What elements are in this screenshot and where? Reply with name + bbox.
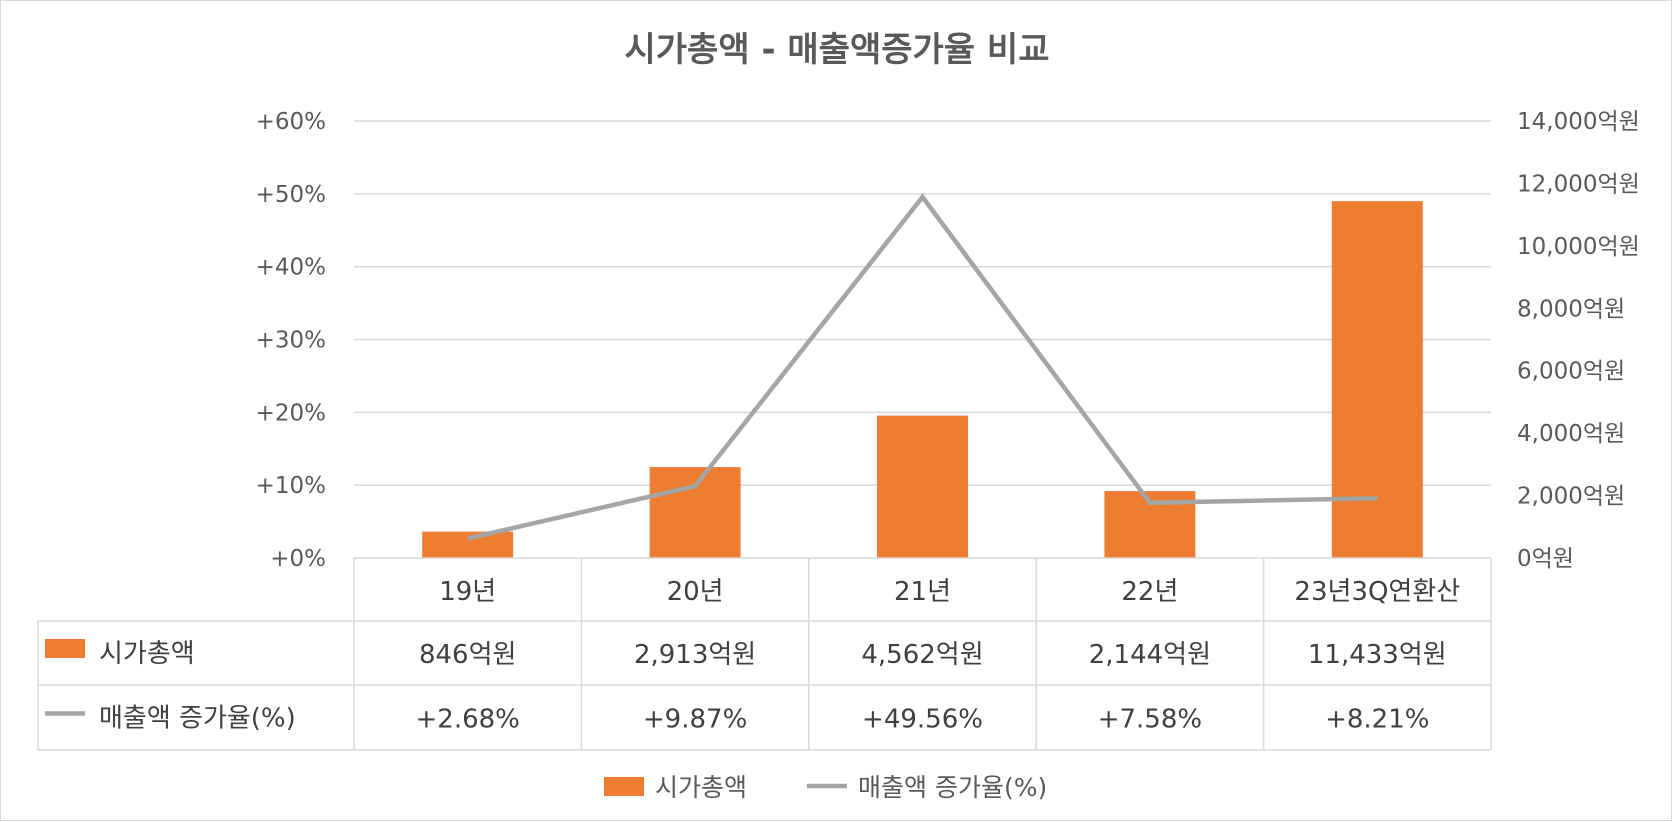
bar-series	[422, 201, 1423, 558]
bar	[877, 416, 968, 558]
right-tick-label: 8,000억원	[1517, 296, 1625, 322]
table-value-cell: 846억원	[419, 640, 516, 670]
bar	[1332, 201, 1423, 558]
category-label: 20년	[667, 577, 724, 607]
table-value-cell: +2.68%	[416, 705, 520, 735]
table-value-cell: 11,433억원	[1308, 640, 1447, 670]
legend-label: 매출액 증가율(%)	[858, 773, 1047, 802]
right-tick-label: 2,000억원	[1517, 484, 1625, 510]
left-tick-label: +30%	[256, 328, 326, 354]
right-tick-label: 10,000억원	[1517, 234, 1640, 260]
table-value-cell: +49.56%	[862, 705, 983, 735]
table-value-cell: +8.21%	[1325, 705, 1429, 735]
category-label: 21년	[894, 577, 951, 607]
right-tick-label: 6,000억원	[1517, 359, 1625, 385]
table-key-bar	[45, 639, 85, 658]
left-tick-label: +20%	[256, 400, 326, 426]
table-value-cell: +7.58%	[1098, 705, 1202, 735]
left-tick-label: +50%	[256, 182, 326, 208]
right-tick-label: 4,000억원	[1517, 421, 1625, 447]
left-tick-label: +40%	[256, 255, 326, 281]
left-tick-label: +60%	[256, 109, 326, 135]
left-tick-label: +0%	[270, 546, 326, 572]
table-value-cell: 2,144억원	[1089, 640, 1211, 670]
category-label: 23년3Q연환산	[1294, 577, 1460, 607]
table-row-label: 매출액 증가율(%)	[99, 704, 296, 734]
table-value-cell: 2,913억원	[634, 640, 756, 670]
table-value-cell: 4,562억원	[861, 640, 983, 670]
legend-label: 시가총액	[655, 773, 747, 802]
legend: 시가총액 매출액 증가율(%)	[604, 773, 1047, 802]
right-tick-label: 0억원	[1517, 546, 1574, 572]
bar	[650, 467, 741, 558]
category-label: 19년	[439, 577, 496, 607]
left-axis: +0% +10% +20% +30% +40% +50% +60%	[256, 109, 326, 572]
table-row-label: 시가총액	[99, 639, 195, 669]
right-axis: 0억원 2,000억원 4,000억원 6,000억원 8,000억원 10,000억원 1…	[1517, 109, 1640, 572]
bar	[422, 532, 513, 558]
right-tick-label: 12,000억원	[1517, 171, 1640, 197]
table-value-cell: +9.87%	[643, 705, 747, 735]
legend-key-bar	[604, 777, 644, 796]
left-tick-label: +10%	[256, 473, 326, 499]
right-tick-label: 14,000억원	[1517, 109, 1640, 135]
chart-title: 시가총액 - 매출액증가율 비교	[625, 30, 1050, 70]
category-label: 22년	[1121, 577, 1178, 607]
